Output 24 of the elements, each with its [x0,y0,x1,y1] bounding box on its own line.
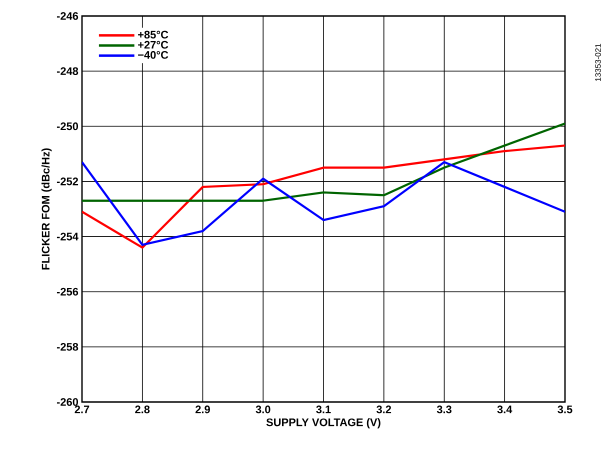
y-tick-label: -246 [56,12,78,20]
y-tick-label: -256 [56,288,78,296]
legend-label: +85°C [138,30,168,39]
y-tick-label: -248 [56,67,78,76]
x-tick-label: 2.9 [196,406,210,414]
x-tick-label: 3.2 [376,406,392,414]
y-tick-label: -254 [56,232,78,240]
legend-label: −40°C [138,51,168,59]
line-series [82,144,565,249]
y-axis-title: FLICKER FOM (dBc/Hz) [41,148,52,270]
x-axis-title: SUPPLY VOLTAGE (V) [266,418,380,428]
x-tick-label: 3.5 [558,406,572,414]
legend-label: +27°C [138,40,168,49]
x-tick-label: 3.3 [436,406,452,414]
y-tick-label: -258 [56,342,78,351]
line-series [82,161,565,246]
x-tick-label: 3.1 [316,406,331,414]
x-tick-label: 3.4 [497,406,512,414]
y-tick-label: -250 [56,122,78,130]
y-tick-label: -252 [56,178,78,186]
x-tick-label: 2.7 [74,406,90,414]
x-tick-label: 3.0 [256,406,270,414]
x-tick-label: 2.8 [135,406,150,414]
y-tick-label: -260 [56,398,78,406]
